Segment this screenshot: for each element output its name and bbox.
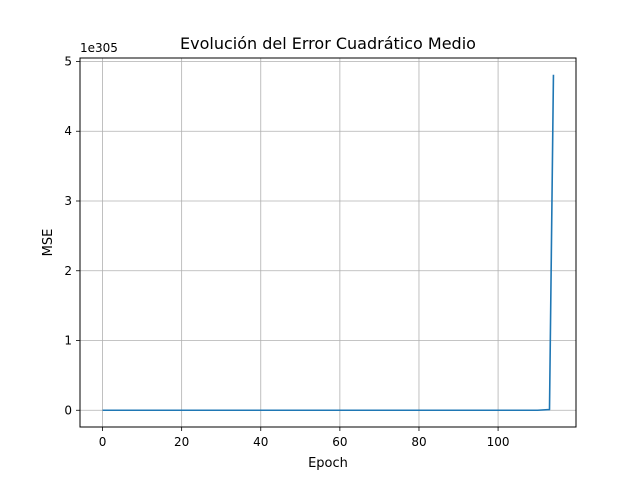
x-tick-label: 100 [487, 435, 510, 449]
x-tick-label: 80 [411, 435, 426, 449]
y-tick-label: 5 [64, 54, 72, 68]
y-tick-label: 1 [64, 334, 72, 348]
axes-frame [79, 57, 577, 428]
x-axis-label: Epoch [308, 456, 348, 471]
x-tick-label: 0 [99, 435, 107, 449]
y-axis-label: MSE [41, 229, 56, 257]
series-layer [102, 74, 555, 412]
y-tick-label: 0 [64, 403, 72, 417]
y-tick-label: 2 [64, 264, 72, 278]
y-tick-label: 4 [64, 124, 72, 138]
x-tick-label: 20 [174, 435, 189, 449]
chart-title: Evolución del Error Cuadrático Medio [180, 34, 476, 53]
y-axis-offset-label: 1e305 [80, 41, 118, 55]
x-tick-label: 60 [332, 435, 347, 449]
y-tick-label: 3 [64, 194, 72, 208]
x-tick-label: 40 [253, 435, 268, 449]
ticks: 0 20 40 60 80 100 0 1 2 3 4 5 [64, 54, 509, 449]
mse-series-line [102, 74, 555, 412]
